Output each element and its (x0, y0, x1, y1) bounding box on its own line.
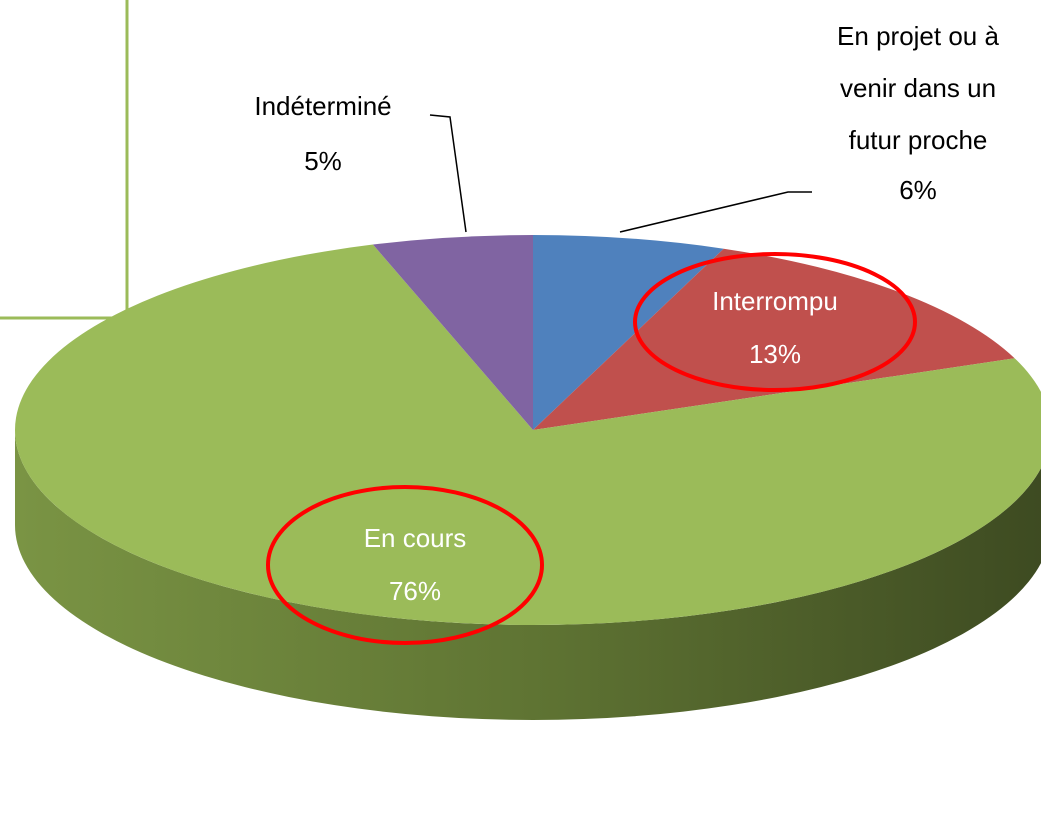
slice-label: En cours (363, 523, 467, 553)
slice-side (15, 430, 1041, 720)
slice-label: Interrompu (712, 286, 838, 316)
highlight-circle (266, 485, 544, 645)
highlight-circle (633, 252, 917, 392)
slice (372, 235, 533, 430)
slice-label: En projet ou à venir dans un futur proch… (837, 21, 999, 155)
slice (533, 248, 1015, 430)
slice-value-label: 76% (388, 576, 442, 606)
slice (533, 235, 724, 430)
slice (15, 244, 1041, 625)
slice-value-label: 6% (899, 175, 937, 205)
leader-line (429, 114, 467, 233)
slice-value-label: 13% (748, 339, 802, 369)
pie (15, 235, 1041, 720)
slice-value-label: 5% (304, 146, 342, 176)
slice-label: Indéterminé (254, 91, 392, 121)
leader-line (619, 191, 812, 233)
frame (0, 0, 129, 320)
